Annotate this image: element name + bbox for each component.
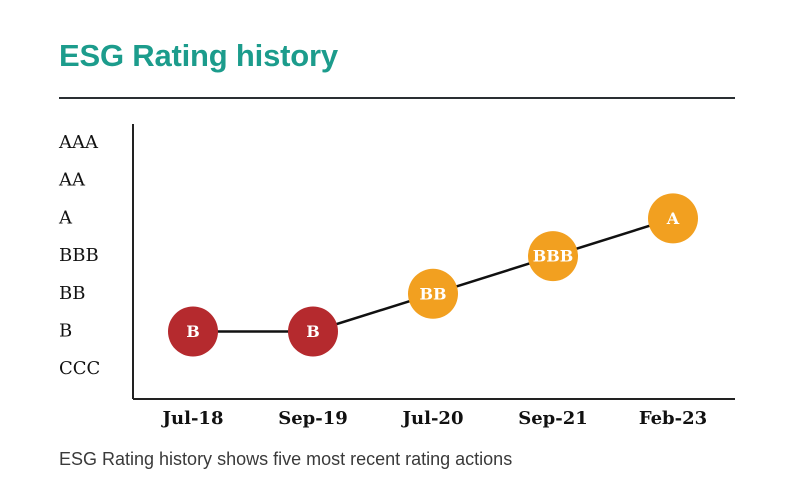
rating-marker-label: B [306, 322, 320, 341]
rating-marker [648, 193, 698, 244]
chart-title: ESG Rating history [59, 38, 338, 73]
rating-marker [408, 268, 458, 319]
rating-marker [288, 306, 338, 357]
y-tick-label-bb: BB [59, 283, 85, 304]
x-tick-label-jul-20: Jul-20 [401, 408, 464, 429]
x-axis-labels: Jul-18 Sep-19 Jul-20 Sep-21 Feb-23 [161, 408, 708, 429]
rating-marker [168, 306, 218, 357]
x-tick-label-feb-23: Feb-23 [639, 408, 707, 429]
y-tick-label-aa: AA [58, 170, 86, 191]
x-tick-label-jul-18: Jul-18 [161, 408, 224, 429]
y-tick-label-bbb: BBB [59, 245, 99, 266]
y-tick-label-b: B [59, 321, 72, 342]
chart-caption: ESG Rating history shows five most recen… [59, 449, 513, 469]
rating-marker-label: A [666, 209, 680, 228]
title-divider [59, 97, 735, 99]
y-tick-label-ccc: CCC [59, 358, 100, 379]
rating-marker-label: BBB [533, 247, 574, 266]
y-tick-label-aaa: AAA [58, 132, 99, 153]
x-tick-label-sep-21: Sep-21 [518, 408, 588, 429]
x-tick-label-sep-19: Sep-19 [278, 408, 348, 429]
y-tick-label-a: A [58, 207, 73, 228]
rating-marker-label: BB [419, 284, 446, 303]
rating-marker-label: B [186, 322, 200, 341]
rating-marker [528, 231, 578, 282]
